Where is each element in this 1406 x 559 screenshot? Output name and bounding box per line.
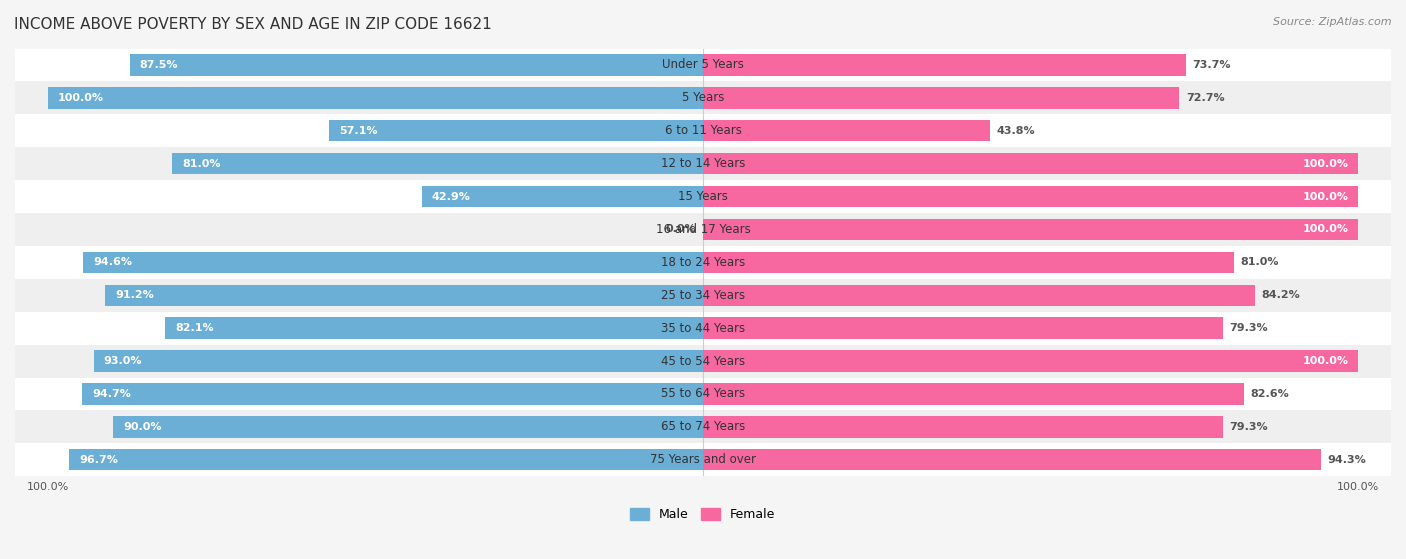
- Bar: [15, 410, 1391, 443]
- Bar: [129, 54, 703, 75]
- Text: 96.7%: 96.7%: [79, 455, 118, 465]
- Text: Under 5 Years: Under 5 Years: [662, 59, 744, 72]
- Text: 72.7%: 72.7%: [1185, 93, 1225, 103]
- Text: 12 to 14 Years: 12 to 14 Years: [661, 157, 745, 170]
- Bar: [703, 219, 1358, 240]
- Text: 25 to 34 Years: 25 to 34 Years: [661, 289, 745, 302]
- Bar: [422, 186, 703, 207]
- Text: 100.0%: 100.0%: [1302, 225, 1348, 234]
- Bar: [15, 49, 1391, 82]
- Text: 45 to 54 Years: 45 to 54 Years: [661, 354, 745, 368]
- Text: 42.9%: 42.9%: [432, 192, 471, 202]
- Bar: [703, 120, 990, 141]
- Text: 5 Years: 5 Years: [682, 91, 724, 105]
- Bar: [94, 350, 703, 372]
- Text: 100.0%: 100.0%: [1302, 192, 1348, 202]
- Text: 6 to 11 Years: 6 to 11 Years: [665, 124, 741, 138]
- Text: 94.6%: 94.6%: [93, 257, 132, 267]
- Text: 75 Years and over: 75 Years and over: [650, 453, 756, 466]
- Bar: [48, 87, 703, 108]
- Text: INCOME ABOVE POVERTY BY SEX AND AGE IN ZIP CODE 16621: INCOME ABOVE POVERTY BY SEX AND AGE IN Z…: [14, 17, 492, 32]
- Bar: [15, 246, 1391, 279]
- Bar: [703, 285, 1254, 306]
- Text: 15 Years: 15 Years: [678, 190, 728, 203]
- Bar: [173, 153, 703, 174]
- Bar: [15, 279, 1391, 312]
- Text: 100.0%: 100.0%: [58, 93, 104, 103]
- Text: 79.3%: 79.3%: [1229, 323, 1268, 333]
- Bar: [105, 285, 703, 306]
- Bar: [703, 186, 1358, 207]
- Text: 65 to 74 Years: 65 to 74 Years: [661, 420, 745, 433]
- Bar: [703, 87, 1180, 108]
- Text: Source: ZipAtlas.com: Source: ZipAtlas.com: [1274, 17, 1392, 27]
- Text: 43.8%: 43.8%: [997, 126, 1035, 136]
- Text: 57.1%: 57.1%: [339, 126, 377, 136]
- Text: 82.1%: 82.1%: [174, 323, 214, 333]
- Text: 94.7%: 94.7%: [93, 389, 131, 399]
- Bar: [15, 180, 1391, 213]
- Bar: [15, 345, 1391, 377]
- Text: 73.7%: 73.7%: [1192, 60, 1232, 70]
- Bar: [69, 449, 703, 471]
- Bar: [15, 213, 1391, 246]
- Text: 84.2%: 84.2%: [1261, 290, 1301, 300]
- Text: 81.0%: 81.0%: [1240, 257, 1279, 267]
- Text: 0.0%: 0.0%: [666, 225, 696, 234]
- Bar: [703, 416, 1223, 438]
- Bar: [15, 82, 1391, 115]
- Bar: [15, 147, 1391, 180]
- Text: 55 to 64 Years: 55 to 64 Years: [661, 387, 745, 400]
- Bar: [703, 153, 1358, 174]
- Bar: [703, 318, 1223, 339]
- Bar: [703, 350, 1358, 372]
- Text: 18 to 24 Years: 18 to 24 Years: [661, 256, 745, 269]
- Bar: [15, 443, 1391, 476]
- Text: 82.6%: 82.6%: [1251, 389, 1289, 399]
- Bar: [15, 115, 1391, 147]
- Legend: Male, Female: Male, Female: [630, 508, 776, 522]
- Text: 90.0%: 90.0%: [124, 422, 162, 432]
- Bar: [15, 377, 1391, 410]
- Text: 100.0%: 100.0%: [1302, 356, 1348, 366]
- Text: 94.3%: 94.3%: [1327, 455, 1367, 465]
- Text: 16 and 17 Years: 16 and 17 Years: [655, 223, 751, 236]
- Bar: [703, 252, 1233, 273]
- Bar: [329, 120, 703, 141]
- Bar: [703, 383, 1244, 405]
- Text: 79.3%: 79.3%: [1229, 422, 1268, 432]
- Bar: [114, 416, 703, 438]
- Bar: [703, 54, 1185, 75]
- Text: 91.2%: 91.2%: [115, 290, 155, 300]
- Bar: [15, 312, 1391, 345]
- Text: 81.0%: 81.0%: [183, 159, 221, 169]
- Text: 93.0%: 93.0%: [104, 356, 142, 366]
- Bar: [83, 252, 703, 273]
- Bar: [703, 449, 1320, 471]
- Text: 87.5%: 87.5%: [139, 60, 179, 70]
- Bar: [83, 383, 703, 405]
- Text: 100.0%: 100.0%: [1302, 159, 1348, 169]
- Bar: [165, 318, 703, 339]
- Text: 35 to 44 Years: 35 to 44 Years: [661, 321, 745, 335]
